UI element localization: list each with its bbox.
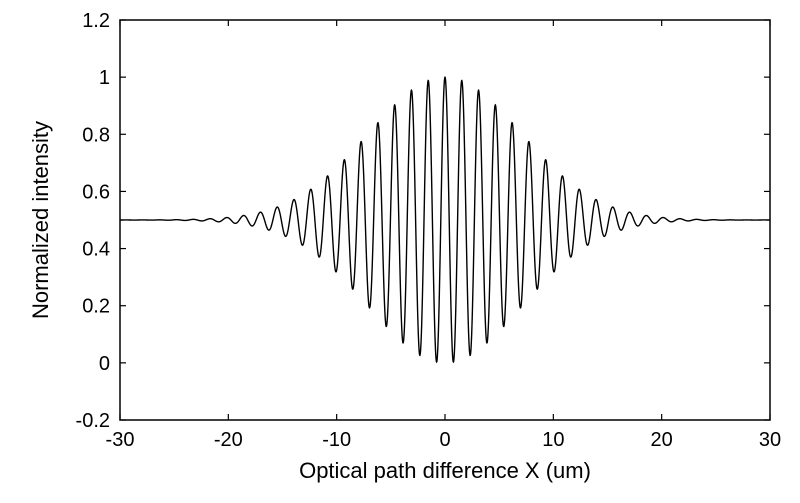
- x-tick-label: -10: [322, 429, 351, 451]
- y-tick-label: 0.4: [82, 239, 110, 261]
- x-tick-label: 20: [651, 429, 673, 451]
- chart-container: -30 -20 -10 0 10 20 30 -0.2 0 0.2 0.4 0.6 0.8 1 1.2 Opt…: [0, 0, 800, 503]
- x-tick-label: 0: [439, 429, 450, 451]
- y-tick-label: 0.6: [82, 181, 110, 203]
- x-tick-label: -30: [106, 429, 135, 451]
- y-tick-label: 1.2: [82, 10, 110, 32]
- x-axis-label: Optical path difference X (um): [299, 458, 591, 483]
- interferogram-chart: -30 -20 -10 0 10 20 30 -0.2 0 0.2 0.4 0.6 0.8 1 1.2 Opt…: [0, 0, 800, 503]
- y-axis-label: Normalized intensity: [28, 121, 53, 319]
- y-tick-label: 0: [99, 353, 110, 375]
- y-tick-label: 0.2: [82, 296, 110, 318]
- interferogram-line: [120, 77, 770, 362]
- x-tick-label: 30: [759, 429, 781, 451]
- y-tick-label: 0.8: [82, 124, 110, 146]
- x-tick-label: -20: [214, 429, 243, 451]
- x-tick-label: 10: [542, 429, 564, 451]
- y-tick-label: 1: [99, 67, 110, 89]
- y-tick-label: -0.2: [76, 410, 110, 432]
